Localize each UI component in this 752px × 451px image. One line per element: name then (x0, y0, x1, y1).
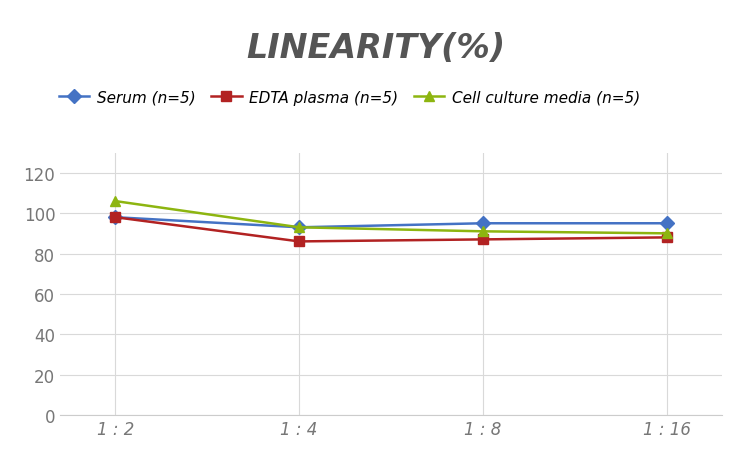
Serum (n=5) (111, 215, 120, 221)
Line: Serum (n=5): Serum (n=5) (111, 213, 672, 233)
Cell culture media (n=5) (111, 199, 120, 204)
EDTA plasma (n=5) (111, 215, 120, 221)
Cell culture media (n=5) (663, 231, 672, 236)
Line: Cell culture media (n=5): Cell culture media (n=5) (111, 197, 672, 239)
Serum (n=5) (663, 221, 672, 226)
Cell culture media (n=5) (478, 229, 487, 235)
EDTA plasma (n=5) (295, 239, 304, 244)
EDTA plasma (n=5) (663, 235, 672, 240)
Cell culture media (n=5) (295, 225, 304, 230)
Serum (n=5) (295, 225, 304, 230)
Legend: Serum (n=5), EDTA plasma (n=5), Cell culture media (n=5): Serum (n=5), EDTA plasma (n=5), Cell cul… (53, 84, 646, 111)
Serum (n=5) (478, 221, 487, 226)
Text: LINEARITY(%): LINEARITY(%) (247, 32, 505, 64)
Line: EDTA plasma (n=5): EDTA plasma (n=5) (111, 213, 672, 247)
EDTA plasma (n=5) (478, 237, 487, 243)
